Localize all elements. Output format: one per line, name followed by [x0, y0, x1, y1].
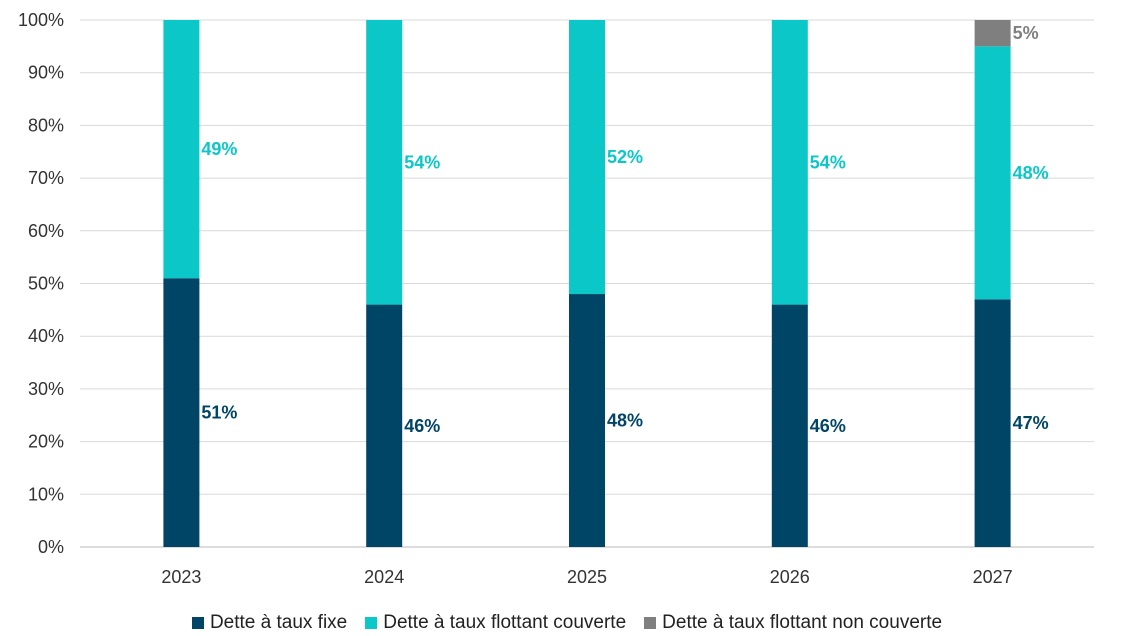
legend-item-unhedged-floating-rate: Dette à taux flottant non couverte	[644, 612, 942, 634]
data-label: 46%	[810, 416, 846, 436]
bar-segment	[569, 294, 605, 547]
y-tick-label: 80%	[28, 115, 64, 135]
y-tick-label: 20%	[28, 432, 64, 452]
bar-segment	[366, 304, 403, 547]
bar-segment	[366, 20, 403, 305]
data-label: 48%	[1013, 163, 1049, 183]
legend-label-unhedged-floating-rate: Dette à taux flottant non couverte	[662, 612, 943, 633]
bar-segment	[569, 20, 605, 295]
legend-swatch-fixed-rate	[191, 617, 204, 629]
bar-segment	[974, 20, 1011, 47]
y-tick-label: 70%	[28, 168, 64, 188]
bar-segment	[163, 278, 200, 547]
chart-legend: Dette à taux fixe Dette à taux flottant …	[0, 612, 1134, 634]
data-label: 54%	[404, 152, 440, 172]
legend-item-hedged-floating-rate: Dette à taux flottant couverte	[365, 612, 626, 634]
data-label: 5%	[1013, 23, 1039, 43]
bar-segment	[163, 20, 200, 279]
data-label: 54%	[810, 152, 846, 172]
legend-item-fixed-rate: Dette à taux fixe	[191, 612, 348, 634]
data-label: 52%	[607, 147, 643, 167]
data-label: 47%	[1013, 413, 1049, 433]
legend-label-hedged-floating-rate: Dette à taux flottant couverte	[383, 612, 627, 633]
data-label: 51%	[201, 403, 237, 423]
legend-swatch-unhedged-floating-rate	[644, 617, 657, 629]
y-tick-label: 30%	[28, 379, 64, 399]
x-tick-label: 2023	[161, 567, 201, 587]
y-tick-label: 0%	[38, 537, 64, 557]
y-tick-label: 40%	[28, 326, 64, 346]
legend-label-fixed-rate: Dette à taux fixe	[209, 612, 348, 633]
x-tick-label: 2025	[567, 567, 607, 587]
y-tick-label: 60%	[28, 221, 64, 241]
data-label: 46%	[404, 416, 440, 436]
x-tick-label: 2026	[770, 567, 810, 587]
y-tick-label: 50%	[28, 274, 64, 294]
stacked-bar-chart: 0% 10% 20% 30% 40% 50% 60% 70% 80% 90% 100% 51% 49% 2…	[18, 10, 1094, 587]
bar-segment	[974, 46, 1011, 300]
y-tick-label: 100%	[18, 10, 64, 30]
x-tick-label: 2027	[973, 567, 1013, 587]
bar-segment	[974, 299, 1011, 547]
data-label: 49%	[201, 139, 237, 159]
y-tick-label: 90%	[28, 63, 64, 83]
x-tick-label: 2024	[364, 567, 404, 587]
y-tick-label: 10%	[28, 484, 64, 504]
bar-segment	[771, 20, 808, 305]
bar-segment	[771, 304, 808, 547]
legend-swatch-hedged-floating-rate	[365, 617, 378, 629]
data-label: 48%	[607, 411, 643, 431]
